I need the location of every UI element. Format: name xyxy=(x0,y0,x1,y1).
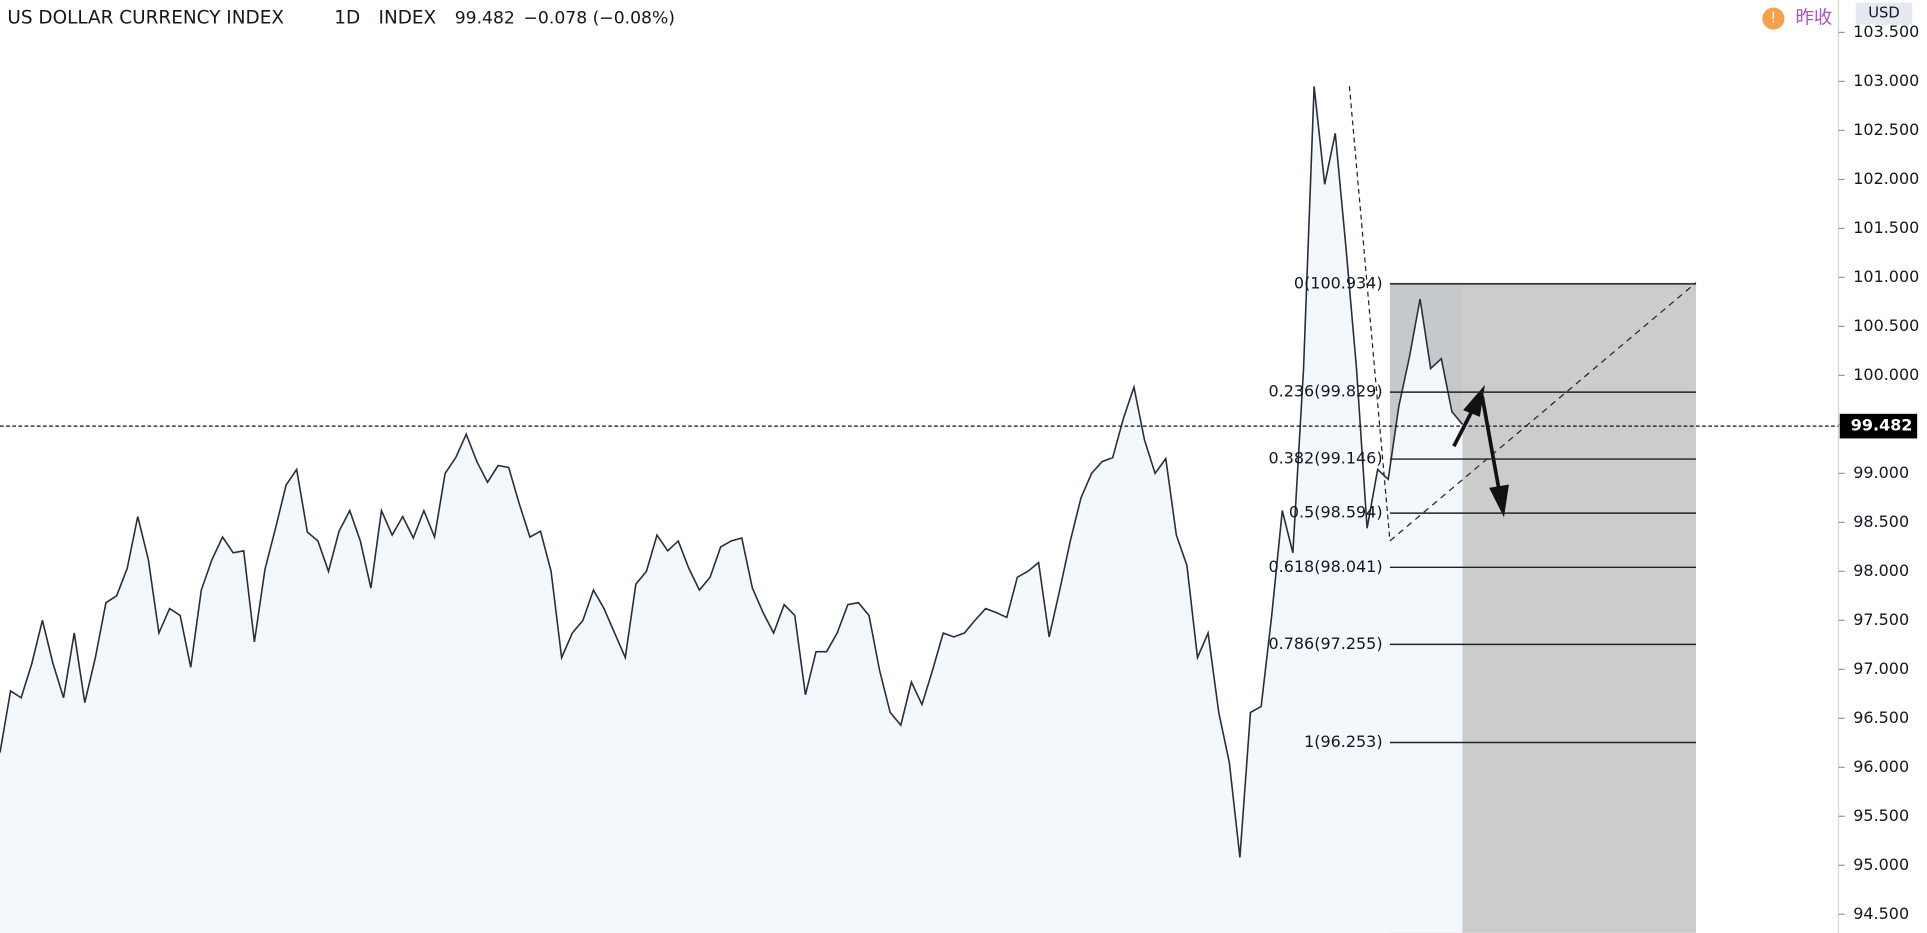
symbol-title: US DOLLAR CURRENCY INDEX xyxy=(7,8,284,29)
fib-label: 0.236(99.829) xyxy=(1269,382,1383,401)
y-tick-label: 101.500 xyxy=(1853,218,1919,237)
fib-label: 0.382(99.146) xyxy=(1269,449,1383,468)
arrow-down xyxy=(1480,395,1502,493)
plot-area xyxy=(0,86,1464,933)
fib-trend-line xyxy=(1348,86,1391,541)
header-change: −0.078 (−0.08%) xyxy=(524,9,675,29)
y-tick-label: 99.000 xyxy=(1853,463,1909,482)
y-tick-label: 96.500 xyxy=(1853,708,1909,727)
prev-close-label[interactable]: 昨收 xyxy=(1796,8,1833,29)
exchange: INDEX xyxy=(379,8,437,29)
y-tick-label: 96.000 xyxy=(1853,757,1909,776)
y-tick-label: 95.000 xyxy=(1853,855,1909,874)
y-tick-label: 97.000 xyxy=(1853,659,1909,678)
fib-label: 0(100.934) xyxy=(1294,273,1383,292)
alert-icon[interactable] xyxy=(1762,7,1785,30)
fib-label: 0.5(98.594) xyxy=(1289,503,1383,522)
y-tick-label: 102.000 xyxy=(1853,169,1919,188)
y-tick-label: 103.500 xyxy=(1853,22,1919,41)
y-tick-label: 97.500 xyxy=(1853,610,1909,629)
fib-label: 1(96.253) xyxy=(1304,732,1383,751)
y-tick-label: 102.500 xyxy=(1853,120,1919,139)
currency-box[interactable] xyxy=(1855,2,1913,25)
diagonal-line xyxy=(1389,282,1697,542)
fib-label: 0.618(98.041) xyxy=(1269,557,1383,576)
interval: 1D xyxy=(334,8,360,29)
y-tick-label: 101.000 xyxy=(1853,267,1919,286)
y-tick-label: 94.500 xyxy=(1853,904,1909,923)
y-tick-label: 103.000 xyxy=(1853,71,1919,90)
y-tick-label: 100.000 xyxy=(1853,365,1919,384)
area-fill xyxy=(0,86,1463,933)
y-tick-label: 98.500 xyxy=(1853,512,1909,531)
y-tick-label: 98.000 xyxy=(1853,561,1909,580)
header-price: 99.482 xyxy=(455,9,515,29)
last-price-box xyxy=(1839,413,1918,439)
y-tick-label: 100.500 xyxy=(1853,316,1919,335)
arrow-head xyxy=(1489,484,1509,518)
y-tick-label: 95.500 xyxy=(1853,806,1909,825)
currency[interactable]: USD xyxy=(1868,5,1899,22)
fib-label: 0.786(97.255) xyxy=(1269,634,1383,653)
alert-icon-mark: ! xyxy=(1770,10,1776,27)
price-axis xyxy=(1838,0,1927,933)
last-price-label: 99.482 xyxy=(1851,416,1913,435)
arrow-head xyxy=(1463,384,1485,417)
price-line xyxy=(0,86,1464,858)
